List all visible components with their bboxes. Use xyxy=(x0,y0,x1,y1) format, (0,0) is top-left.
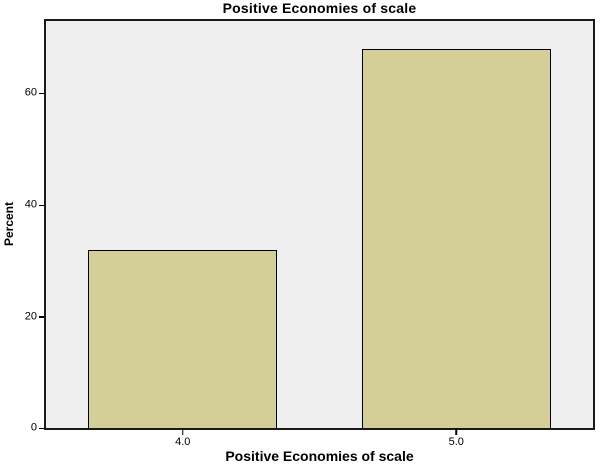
y-tick-mark xyxy=(39,316,44,318)
plot-area: 0 20 40 60 4.0 5.0 xyxy=(25,19,595,448)
x-tick-label: 4.0 xyxy=(175,436,191,448)
y-tick-mark xyxy=(39,427,44,429)
y-tick-label: 60 xyxy=(24,86,37,99)
x-tick-label: 5.0 xyxy=(448,436,464,448)
x-tick-mark xyxy=(182,428,184,435)
bar xyxy=(88,249,278,428)
chart-title: Positive Economies of scale xyxy=(222,0,417,16)
y-tick-label: 40 xyxy=(24,198,37,211)
y-tick-label: 20 xyxy=(24,310,37,322)
y-axis-title: Percent xyxy=(2,201,16,247)
x-axis-title: Positive Economies of scale xyxy=(225,448,414,464)
y-tick-mark xyxy=(39,92,44,95)
y-tick-label: 0 xyxy=(30,421,37,434)
x-tick-mark xyxy=(455,428,457,435)
bar xyxy=(361,48,551,428)
y-tick-mark xyxy=(39,204,44,206)
